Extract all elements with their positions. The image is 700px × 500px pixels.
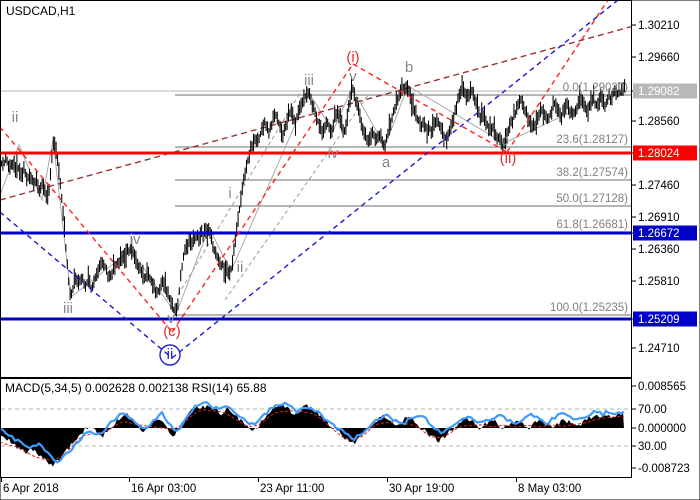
price-tick-label-1.28024: 1.28024 <box>638 148 680 160</box>
wave-label-i-6: i <box>228 185 231 202</box>
price-tick-label-1.29660: 1.29660 <box>638 52 680 64</box>
wave-label-v-10: v <box>349 68 357 85</box>
blue-zigzag-0 <box>1 211 173 359</box>
indicator-values-label: MACD(5,34,5) 0.002628 0.002138 RSI(14) 6… <box>5 381 267 395</box>
price-tick-label-1.28560: 1.28560 <box>638 116 680 128</box>
price-label-highlight-blue <box>633 225 697 241</box>
price-tick-label-1.27460: 1.27460 <box>638 180 680 192</box>
fib-label-50.0: 50.0(1.27128) <box>556 193 628 205</box>
price-tick-label-1.26910: 1.26910 <box>638 212 680 224</box>
wave-label-ii-5: ii <box>167 346 174 363</box>
date-tick-label-16 Apr 03:00: 16 Apr 03:00 <box>131 483 196 495</box>
wave-label-iii-1: iii <box>63 300 73 317</box>
fib-label-0.0: 0.0(1.29020) <box>563 82 628 94</box>
main-panel-layer: 0.0(1.29020) 23.6(1.28127) 38.2(1.27574) 50… <box>1 1 631 366</box>
gray-swing-zigzag <box>1 85 625 316</box>
wave-label-(i)-11: (i) <box>346 49 359 66</box>
red-zigzag-2 <box>352 63 508 153</box>
indicator-tick-label-0.008565: 0.008565 <box>638 381 686 393</box>
wave-label-ii-0: ii <box>12 109 19 126</box>
fib-label-38.2: 38.2(1.27574) <box>556 167 628 179</box>
indicator-tick-label-70.00: 70.00 <box>638 404 667 416</box>
wave-label-c-14: c <box>501 132 509 149</box>
wave-label-v-3: v <box>167 310 175 327</box>
indicator-layer <box>1 401 631 467</box>
wave-label-ii-7: ii <box>237 259 244 276</box>
price-tick-label-1.24710: 1.24710 <box>638 343 680 355</box>
date-tick-label-6 Apr 2018: 6 Apr 2018 <box>3 483 59 495</box>
date-tick-label-30 Apr 19:00: 30 Apr 19:00 <box>389 483 454 495</box>
wave-label-iii-8: iii <box>304 72 314 89</box>
wave-label-circle <box>159 344 181 366</box>
price-label-highlight-blue <box>633 311 697 327</box>
wave-label-(ii)-15: (ii) <box>500 150 517 167</box>
price-label-highlight-gray <box>633 83 697 99</box>
indicator-tick-label-0.000000: 0.000000 <box>638 423 686 435</box>
wave-label-(c)-4: (c) <box>163 323 181 340</box>
fib-label-61.8: 61.8(1.26681) <box>556 219 628 231</box>
indicator-tick-label--0.008723: -0.008723 <box>638 463 690 475</box>
price-tick-label-1.30210: 1.30210 <box>638 20 680 32</box>
price-tick-label-1.29082: 1.29082 <box>638 86 680 98</box>
wave-label-b-13: b <box>405 59 413 76</box>
chart-symbol-label: USDCAD,H1 <box>6 4 76 18</box>
rsi-line <box>1 401 625 464</box>
date-tick-label-8 May 03:00: 8 May 03:00 <box>518 483 581 495</box>
fib-label-100.0: 100.0(1.25235) <box>550 302 628 314</box>
fib-label-23.6: 23.6(1.28127) <box>556 134 628 146</box>
price-tick-label-1.25810: 1.25810 <box>638 276 680 288</box>
date-tick-label-23 Apr 11:00: 23 Apr 11:00 <box>260 483 324 495</box>
price-tick-label-1.25209: 1.25209 <box>638 314 680 326</box>
wave-label-a-12: a <box>382 154 391 171</box>
price-tick-label-1.26672: 1.26672 <box>638 228 680 240</box>
maroon-trendline-0 <box>1 25 631 201</box>
wave-label-iv-2: iv <box>130 231 141 248</box>
price-bars <box>1 75 626 317</box>
red-zigzag-3 <box>506 1 609 153</box>
wave-label-iv-9: iv <box>328 145 339 162</box>
price-tick-label-1.26360: 1.26360 <box>638 244 680 256</box>
price-label-highlight-red <box>633 145 697 161</box>
indicator-tick-label-30.00: 30.00 <box>638 441 667 453</box>
